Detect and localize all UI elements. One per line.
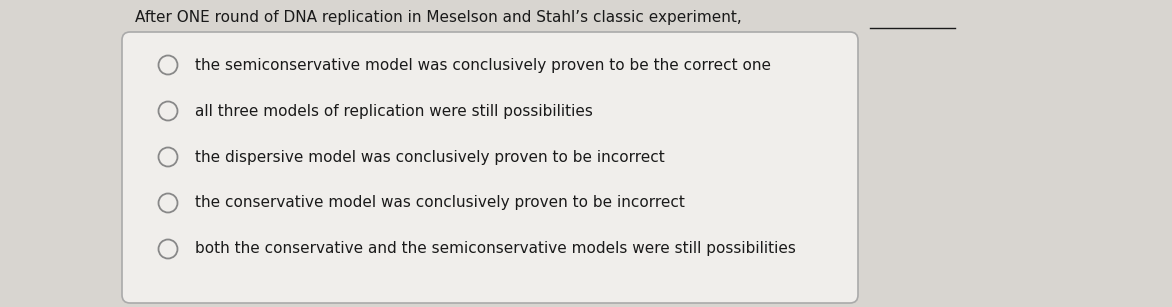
Text: both the conservative and the semiconservative models were still possibilities: both the conservative and the semiconser… xyxy=(195,242,796,257)
Circle shape xyxy=(158,147,177,166)
FancyBboxPatch shape xyxy=(122,32,858,303)
Circle shape xyxy=(158,193,177,212)
Text: After ONE round of DNA replication in Meselson and Stahl’s classic experiment,: After ONE round of DNA replication in Me… xyxy=(135,10,742,25)
Text: the semiconservative model was conclusively proven to be the correct one: the semiconservative model was conclusiv… xyxy=(195,57,771,72)
Circle shape xyxy=(158,102,177,121)
Text: the dispersive model was conclusively proven to be incorrect: the dispersive model was conclusively pr… xyxy=(195,150,665,165)
Circle shape xyxy=(158,239,177,258)
Text: the conservative model was conclusively proven to be incorrect: the conservative model was conclusively … xyxy=(195,196,684,211)
Text: all three models of replication were still possibilities: all three models of replication were sti… xyxy=(195,103,593,119)
Circle shape xyxy=(158,56,177,75)
